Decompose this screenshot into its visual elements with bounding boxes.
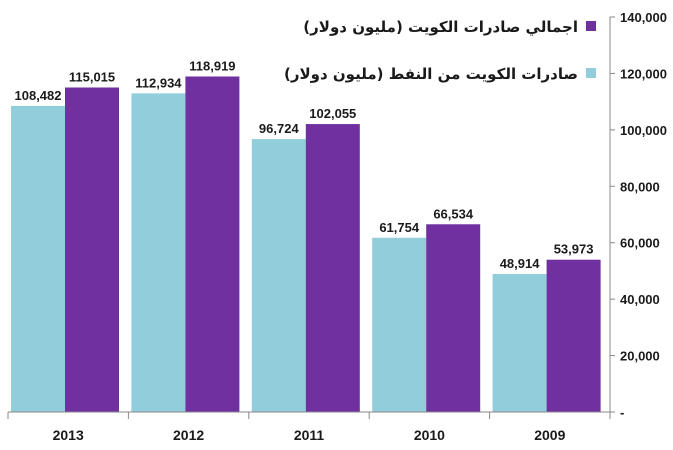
data-label-total-exports-2012: 118,919 — [189, 58, 235, 73]
data-label-total-exports-2010: 66,534 — [433, 206, 474, 221]
data-label-oil-exports-2011: 96,724 — [259, 121, 300, 136]
y-tick-label: 60,000 — [620, 236, 660, 251]
bar-oil-exports-2010 — [372, 237, 427, 412]
data-label-total-exports-2013: 115,015 — [69, 69, 115, 84]
y-tick-label: 80,000 — [620, 179, 660, 194]
bar-oil-exports-2013 — [11, 105, 65, 413]
data-label-oil-exports-2013: 108,482 — [15, 88, 62, 103]
bar-oil-exports-2012 — [131, 93, 186, 413]
x-tick-label-2013: 2013 — [53, 427, 84, 443]
x-tick-label-2010: 2010 — [414, 427, 445, 443]
legend: اجمالي صادرات الكويت (مليون دولار) صادرا… — [284, 18, 596, 83]
bar-oil-exports-2009 — [492, 273, 547, 412]
y-tick-label: 120,000 — [620, 66, 667, 81]
y-axis-ticks: - 20,000 40,000 60,000 80,000 100,000 120,000 1… — [610, 10, 667, 420]
y-tick-label: 140,000 — [620, 10, 667, 25]
legend-label-total-exports: اجمالي صادرات الكويت (مليون دولار) — [303, 18, 578, 36]
data-label-oil-exports-2012: 112,934 — [135, 75, 182, 90]
legend-label-oil-exports: صادرات الكويت من النفط (مليون دولار) — [284, 65, 578, 83]
axes-group — [8, 17, 611, 413]
bars-group — [11, 76, 601, 413]
bar-total-exports-2012 — [185, 76, 240, 412]
data-label-oil-exports-2010: 61,754 — [379, 220, 420, 235]
bar-oil-exports-2011 — [251, 139, 306, 412]
legend-swatch-total-exports — [586, 21, 596, 31]
x-tick-label-2011: 2011 — [294, 427, 325, 443]
y-tick-label: 100,000 — [620, 123, 667, 138]
x-tick-label-2012: 2012 — [173, 427, 204, 443]
bar-total-exports-2013 — [65, 87, 119, 412]
data-label-total-exports-2011: 102,055 — [309, 106, 356, 121]
legend-swatch-oil-exports — [586, 68, 596, 78]
x-axis-ticks: 2013 2012 2011 2010 2009 — [7, 412, 611, 443]
y-tick-label: 20,000 — [620, 349, 660, 364]
y-tick-label: 40,000 — [620, 292, 660, 307]
bar-total-exports-2011 — [305, 124, 360, 412]
bar-total-exports-2009 — [546, 259, 601, 412]
x-tick-label-2009: 2009 — [534, 427, 565, 443]
bar-total-exports-2010 — [426, 224, 481, 412]
data-label-oil-exports-2009: 48,914 — [500, 256, 541, 271]
data-labels-group: 108,482 115,015 112,934 118,919 96,724 102,05… — [15, 58, 594, 271]
data-label-total-exports-2009: 53,973 — [554, 242, 594, 257]
y-tick-label: - — [620, 405, 624, 420]
